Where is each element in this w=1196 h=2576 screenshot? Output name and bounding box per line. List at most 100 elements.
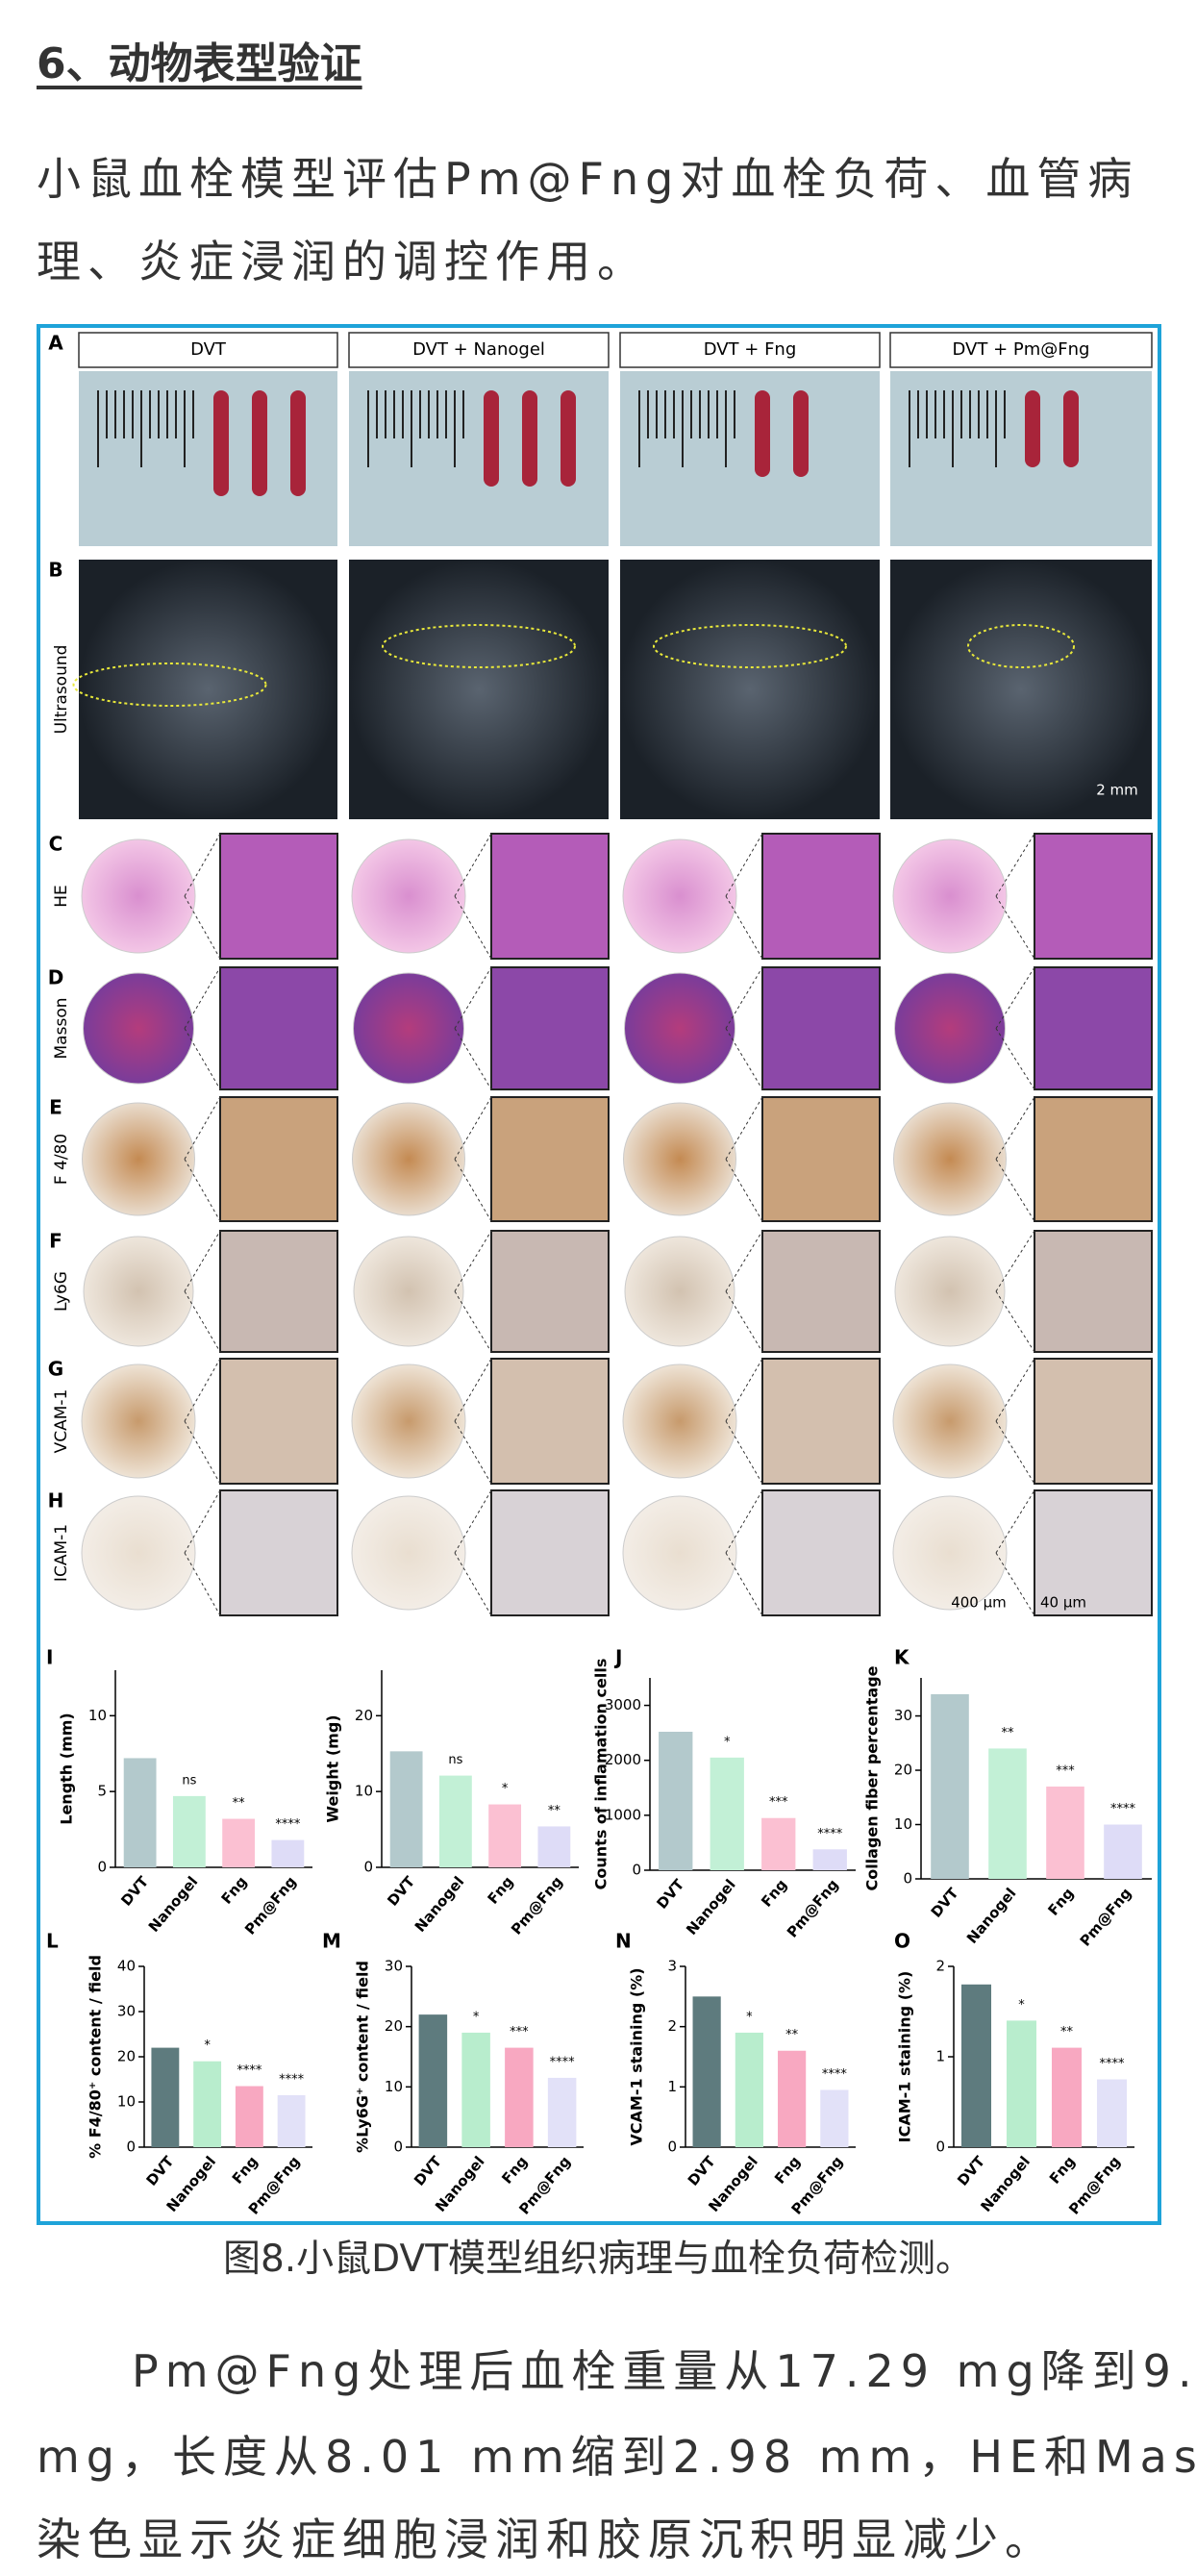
inset	[490, 1230, 610, 1353]
panel-letter: O	[894, 1930, 910, 1953]
bar	[710, 1757, 744, 1870]
zoom-line	[725, 1028, 763, 1090]
significance: ****	[1100, 2057, 1126, 2071]
zoom-line	[184, 1290, 221, 1353]
tissue-section	[83, 1236, 194, 1347]
column-header-box	[348, 332, 610, 368]
zoom-line	[995, 1230, 1035, 1292]
thrombus	[213, 390, 229, 496]
significance: **	[1060, 2025, 1074, 2039]
column-header-box	[889, 332, 1153, 368]
significance: *	[724, 1735, 731, 1749]
bar	[123, 1758, 157, 1867]
significance: ****	[550, 2055, 576, 2069]
thrombus	[755, 390, 770, 477]
y-tick-label: 30	[117, 2003, 136, 2020]
bar	[537, 1826, 571, 1867]
panel-letter: I	[46, 1646, 53, 1669]
panel-letter: C	[49, 833, 63, 856]
zoom-line	[454, 1489, 492, 1554]
y-tick-label: 20	[385, 2017, 403, 2035]
y-tick-label: 3000	[605, 1696, 641, 1713]
y-tick-label: 40	[117, 1958, 136, 1975]
tissue-section	[351, 1363, 466, 1479]
tissue-section	[82, 1102, 195, 1216]
significance: *	[746, 2010, 753, 2024]
zoom-line	[995, 1096, 1035, 1160]
zoom-line	[184, 1230, 221, 1292]
bar	[438, 1775, 472, 1867]
bar	[761, 1817, 796, 1870]
inset	[219, 1358, 338, 1485]
zoom-line	[995, 1290, 1035, 1353]
zoom-line	[725, 1420, 763, 1485]
y-axis-label: %Ly6G⁺ content / field	[354, 1961, 372, 2153]
intro-line: 小鼠血栓模型评估Pm@Fng对血栓负荷、血管病	[37, 153, 1139, 205]
panel-letter: K	[894, 1646, 910, 1669]
y-axis-label: Length (mm)	[58, 1713, 76, 1824]
tissue-section	[351, 1495, 466, 1611]
tissue-section	[622, 1495, 737, 1611]
bar	[461, 2032, 490, 2147]
tissue-section	[353, 972, 464, 1085]
panel-letter: J	[613, 1646, 622, 1669]
y-tick-label: 20	[894, 1762, 912, 1779]
bar	[659, 1732, 693, 1870]
y-tick-label: 10	[117, 2093, 136, 2111]
zoom-line	[725, 1358, 763, 1422]
zoom-line	[454, 1096, 492, 1160]
column-header: DVT + Nanogel	[412, 339, 545, 360]
bar	[418, 2014, 448, 2147]
panel-letter: M	[322, 1930, 341, 1953]
y-tick-label: 0	[903, 1870, 912, 1888]
row-label: HE	[52, 885, 71, 908]
y-tick-label: 2	[935, 1958, 945, 1975]
photo	[620, 371, 880, 546]
tissue-section	[81, 1495, 196, 1611]
inset	[219, 1096, 338, 1222]
zoom-line	[454, 833, 492, 897]
zoom-line	[454, 1290, 492, 1353]
y-axis-label: Weight (mg)	[324, 1714, 342, 1822]
bar	[151, 2047, 180, 2147]
zoom-line	[184, 1552, 221, 1616]
y-tick-label: 2	[667, 2017, 677, 2035]
zoom-line	[184, 1028, 221, 1090]
zoom-line	[184, 966, 221, 1029]
body-line: 染色显示炎症细胞浸润和胶原沉积明显减少。	[37, 2513, 1056, 2565]
zoom-line	[725, 1230, 763, 1292]
thrombus-outline	[653, 624, 847, 668]
tissue-section	[352, 1102, 465, 1216]
thrombus	[1063, 390, 1079, 467]
y-tick-label: 0	[363, 1859, 373, 1876]
significance: ***	[769, 1795, 788, 1810]
zoom-line	[995, 966, 1035, 1029]
bar	[1051, 2047, 1083, 2147]
thrombus	[561, 390, 576, 487]
y-tick-label: 0	[632, 1862, 641, 1879]
inset	[490, 966, 610, 1090]
y-tick-label: 10	[385, 2078, 403, 2095]
zoom-line	[454, 1028, 492, 1090]
inset	[219, 966, 338, 1090]
y-tick-label: 0	[935, 2138, 945, 2156]
thrombus	[1025, 390, 1040, 467]
significance: *	[204, 2038, 211, 2053]
inset	[1034, 833, 1153, 960]
photo	[890, 371, 1152, 546]
tissue-section	[892, 1495, 1008, 1611]
y-axis-label: % F4/80⁺ content / field	[87, 1955, 105, 2159]
body-line: Pm@Fng处理后血栓重量从17.29 mg降到9.10	[132, 2345, 1196, 2397]
ultrasound	[79, 560, 337, 819]
y-tick-label: 3	[667, 1958, 677, 1975]
zoom-line	[184, 1159, 221, 1222]
scale-bar-label: 400 μm	[951, 1594, 1007, 1612]
significance: **	[233, 1796, 246, 1811]
y-tick-label: 10	[88, 1707, 107, 1724]
panel-letter: N	[615, 1930, 632, 1953]
zoom-line	[184, 1096, 221, 1160]
panel-letter: A	[48, 332, 63, 355]
row-label: Ly6G	[52, 1271, 71, 1312]
zoom-line	[454, 1358, 492, 1422]
tissue-section	[894, 972, 1006, 1085]
